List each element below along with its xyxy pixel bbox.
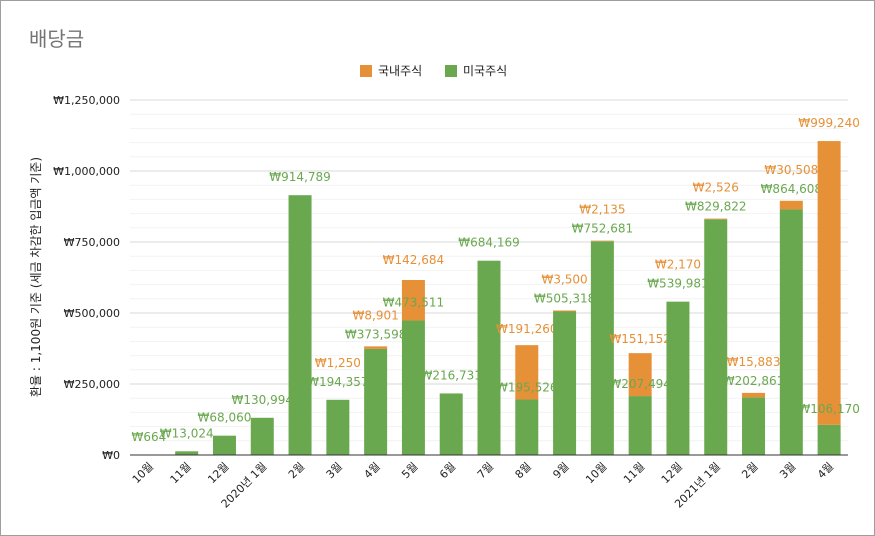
legend-label-kr: 국내주식 (378, 64, 422, 78)
data-label-us: ₩207,494 (609, 377, 671, 391)
data-label-us: ₩68,060 (198, 411, 252, 425)
x-tick-label: 2월 (739, 460, 760, 481)
data-label-us: ₩914,789 (269, 170, 331, 184)
y-tick-label: ₩500,000 (64, 307, 120, 320)
data-label-kr: ₩191,260 (496, 322, 558, 336)
bar-us (250, 417, 274, 455)
x-tick-label: 9월 (550, 460, 571, 481)
y-tick-label: ₩250,000 (64, 378, 120, 391)
bar-kr (364, 346, 388, 349)
chart-title: 배당금 (29, 27, 85, 51)
bar-kr (704, 218, 728, 220)
bar-us (477, 260, 501, 455)
x-tick-label: 10월 (130, 460, 156, 486)
data-label-us: ₩373,598 (345, 327, 407, 341)
x-tick-label: 3월 (324, 460, 345, 481)
data-label-us: ₩473,511 (383, 296, 445, 310)
x-tick-label: 5월 (399, 460, 420, 481)
data-label-kr: ₩1,250 (315, 356, 361, 370)
data-label-us: ₩13,024 (160, 426, 214, 440)
data-label-kr: ₩999,240 (798, 116, 860, 130)
data-label-us: ₩684,169 (458, 236, 520, 250)
bar-kr (742, 392, 766, 398)
y-tick-label: ₩750,000 (64, 236, 120, 249)
bar-us (779, 209, 803, 455)
bar-us (364, 348, 388, 455)
x-tick-label: 12월 (205, 460, 231, 486)
data-label-us: ₩195,526 (496, 380, 558, 394)
bar-kr (590, 240, 614, 242)
bar-us (628, 396, 652, 455)
bar-us (401, 320, 425, 455)
data-label-us: ₩829,822 (685, 200, 747, 214)
bar-us (175, 451, 199, 455)
bar-us (817, 424, 841, 455)
data-label-us: ₩202,861 (723, 374, 785, 388)
data-label-us: ₩864,608 (761, 182, 823, 196)
x-tick-label: 11월 (621, 460, 647, 486)
bar-us (515, 399, 539, 455)
data-label-kr: ₩142,684 (383, 253, 445, 267)
bar-us (553, 311, 577, 455)
y-tick-label: ₩0 (102, 449, 120, 462)
bar-us (666, 301, 690, 455)
bar-us (704, 219, 728, 455)
bar-us (212, 435, 236, 455)
data-label-us: ₩539,981 (647, 277, 709, 291)
x-tick-label: 12월 (659, 460, 685, 486)
data-label-us: ₩106,170 (798, 402, 860, 416)
data-label-us: ₩505,318 (534, 291, 596, 305)
x-tick-label: 7월 (475, 460, 496, 481)
x-tick-label: 11월 (168, 460, 194, 486)
data-label-kr: ₩15,883 (727, 355, 781, 369)
bar-kr (817, 141, 841, 425)
x-tick-label: 10월 (583, 460, 609, 486)
x-tick-label: 4월 (815, 460, 836, 481)
bar-kr (401, 280, 425, 321)
x-tick-label: 4월 (361, 460, 382, 481)
bar-us (439, 393, 463, 455)
legend-label-us: 미국주식 (463, 64, 507, 78)
x-tick-label: 8월 (513, 460, 534, 481)
data-label-us: ₩194,357 (307, 375, 369, 389)
x-tick-label: 3월 (777, 460, 798, 481)
bar-us (590, 241, 614, 455)
data-label-kr: ₩2,526 (693, 181, 739, 195)
x-tick-label: 6월 (437, 460, 458, 481)
data-label-us: ₩752,681 (572, 222, 634, 236)
data-label-kr: ₩8,901 (353, 308, 399, 322)
data-label-us: ₩216,731 (420, 368, 482, 382)
bar-kr (779, 200, 803, 210)
data-label-kr: ₩3,500 (541, 272, 587, 286)
data-label-kr: ₩151,152 (609, 332, 671, 346)
data-label-kr: ₩30,508 (764, 163, 818, 177)
data-label-kr: ₩2,170 (655, 258, 701, 272)
bar-kr (553, 310, 577, 312)
bar-us (742, 397, 766, 455)
x-tick-label: 2월 (286, 460, 307, 481)
y-tick-label: ₩1,000,000 (53, 165, 120, 178)
legend-swatch-kr (360, 65, 372, 77)
bar-us (288, 195, 312, 455)
data-label-us: ₩130,994 (232, 393, 294, 407)
bar-kr (628, 353, 652, 397)
bar-us (326, 399, 350, 455)
legend-swatch-us (445, 65, 457, 77)
data-label-kr: ₩2,135 (579, 203, 625, 217)
data-label-us: ₩664 (132, 430, 167, 444)
y-axis-title: 환율 : 1,100원 기준 (세금 차감한 입금액 기준) (29, 157, 43, 397)
y-tick-label: ₩1,250,000 (53, 94, 120, 107)
bar-kr (515, 345, 539, 400)
